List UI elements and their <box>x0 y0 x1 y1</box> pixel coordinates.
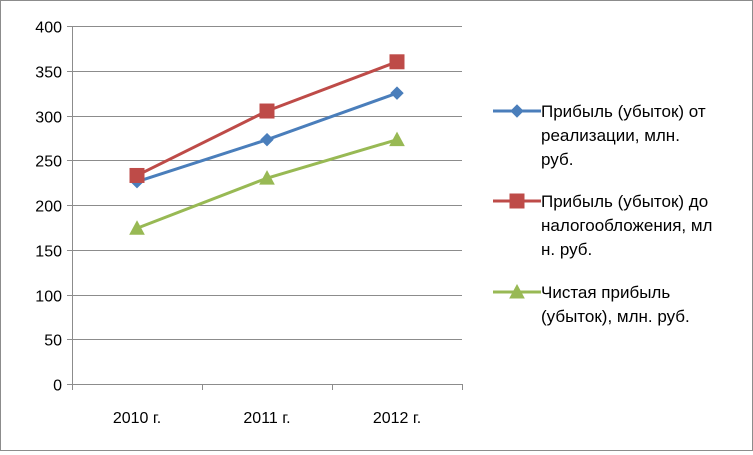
legend-label: налогообложения, мл <box>541 216 712 235</box>
legend-label: Чистая прибыль <box>541 283 670 302</box>
data-point-square <box>389 54 405 70</box>
y-tick-label: 400 <box>35 20 62 37</box>
x-tick-label: 2010 г. <box>113 410 161 427</box>
data-point-triangle <box>259 170 275 185</box>
legend-entry-1: Прибыль (убыток) от реализации, млн. руб. <box>493 102 706 169</box>
legend-label: Прибыль (убыток) от <box>541 102 706 121</box>
y-tick-label: 250 <box>35 154 62 171</box>
series-3 <box>129 131 405 235</box>
series-lines <box>129 54 405 235</box>
legend-label: н. руб. <box>541 240 592 259</box>
y-tick-label: 350 <box>35 65 62 82</box>
data-point-diamond <box>390 86 404 100</box>
legend-label: руб. <box>541 150 573 169</box>
legend-label: реализации, млн. <box>541 126 680 145</box>
x-tick-labels: 2010 г. 2011 г. 2012 г. <box>113 410 421 427</box>
data-point-square <box>129 167 145 183</box>
legend-marker-diamond <box>510 104 524 118</box>
data-point-diamond <box>260 132 274 147</box>
data-point-square <box>259 103 275 119</box>
legend-entry-3: Чистая прибыль (убыток), млн. руб. <box>493 283 690 326</box>
y-tick-label: 100 <box>35 289 62 306</box>
series-2 <box>129 54 405 183</box>
y-tick-label: 50 <box>44 333 62 350</box>
y-tick-label: 200 <box>35 199 62 216</box>
series-line <box>136 60 398 177</box>
y-tick-label: 150 <box>35 244 62 261</box>
legend-label: (убыток), млн. руб. <box>541 307 690 326</box>
y-tick-label: 0 <box>53 378 62 395</box>
axes <box>67 26 463 390</box>
x-tick-label: 2012 г. <box>373 410 421 427</box>
legend-marker-square <box>509 193 525 209</box>
legend-entry-2: Прибыль (убыток) до налогообложения, мл н.… <box>493 192 712 259</box>
legend-marker-triangle <box>509 283 525 299</box>
y-tick-labels: 0 50 100 150 200 250 300 350 400 <box>35 20 62 395</box>
x-tick-label: 2011 г. <box>243 410 290 427</box>
data-point-triangle <box>129 220 145 235</box>
legend-label: Прибыль (убыток) до <box>541 192 708 211</box>
y-tick-label: 300 <box>35 110 62 127</box>
data-point-triangle <box>389 131 405 147</box>
